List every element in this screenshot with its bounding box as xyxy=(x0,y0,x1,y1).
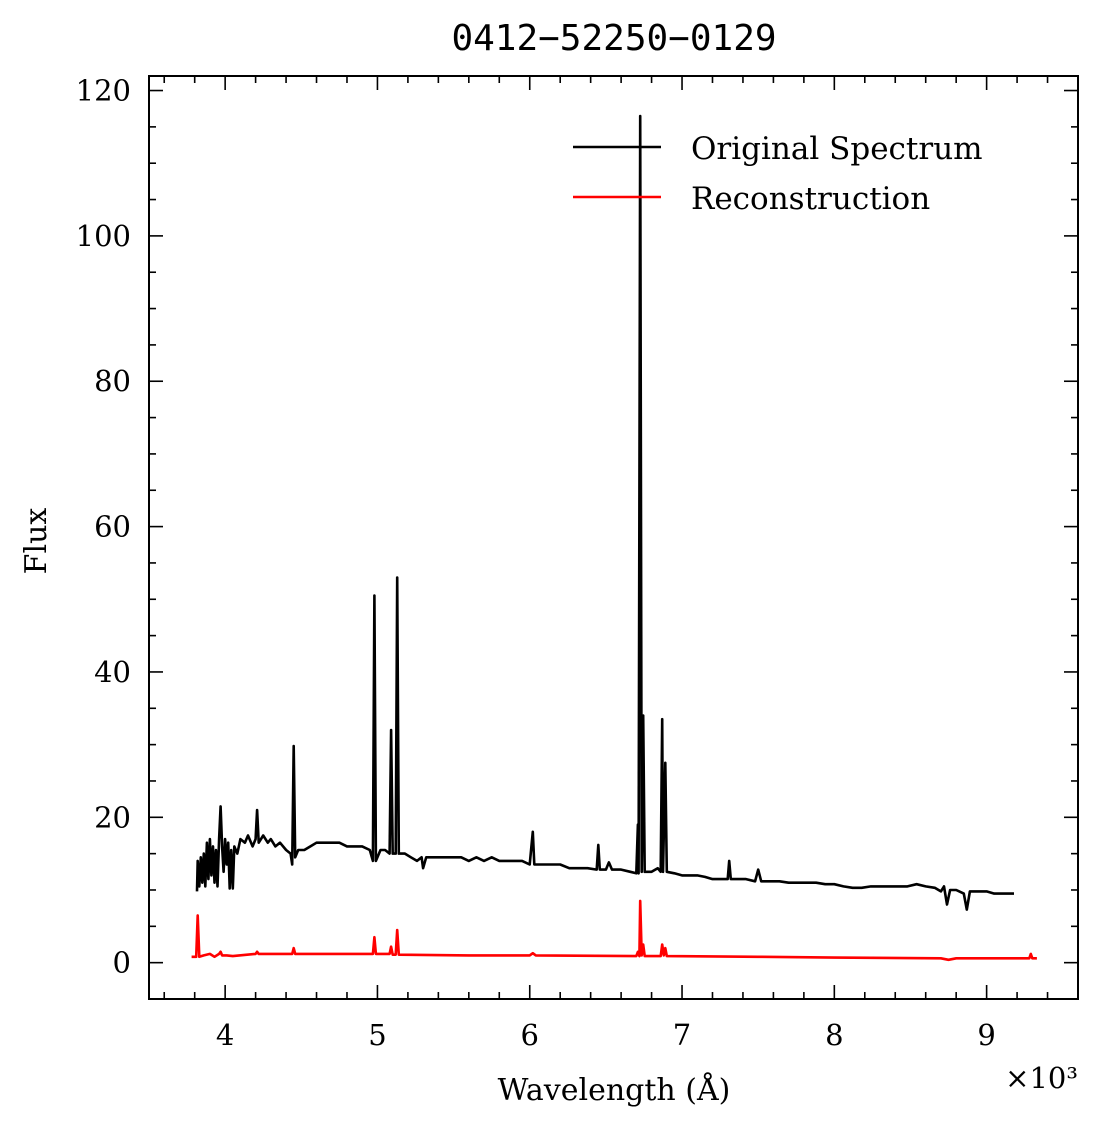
y-tick-label: 80 xyxy=(94,364,131,398)
x-tick-label: 7 xyxy=(673,1018,691,1052)
legend: Original Spectrum Reconstruction xyxy=(573,131,983,217)
y-tick-label: 120 xyxy=(76,74,131,108)
axis-ticks xyxy=(149,76,1079,1000)
x-axis-label: Wavelength (Å) xyxy=(498,1072,731,1108)
x-tick-label: 8 xyxy=(825,1018,843,1052)
chart-title: 0412−52250−0129 xyxy=(451,18,776,59)
x-tick-label: 6 xyxy=(521,1018,539,1052)
y-tick-label: 100 xyxy=(76,219,131,253)
legend-label-reconstruction: Reconstruction xyxy=(691,181,930,217)
series-line-original-spectrum xyxy=(195,114,1014,911)
y-tick-label: 20 xyxy=(94,800,131,834)
y-tick-labels: 0 20 40 60 80 100 120 xyxy=(76,74,131,980)
x-tick-label: 4 xyxy=(216,1018,234,1052)
plot-frame xyxy=(148,75,1079,1000)
x-tick-labels: 4 5 6 7 8 9 xyxy=(216,1018,996,1052)
series-line-reconstruction xyxy=(191,899,1037,962)
y-tick-label: 60 xyxy=(94,510,131,544)
x-tick-label: 5 xyxy=(368,1018,386,1052)
y-axis-label: Flux xyxy=(19,508,54,575)
y-tick-label: 40 xyxy=(94,655,131,689)
x-tick-label: 9 xyxy=(977,1018,995,1052)
x-offset-text: ×10³ xyxy=(1005,1061,1078,1095)
legend-label-original: Original Spectrum xyxy=(691,131,983,167)
y-tick-label: 0 xyxy=(113,946,131,980)
